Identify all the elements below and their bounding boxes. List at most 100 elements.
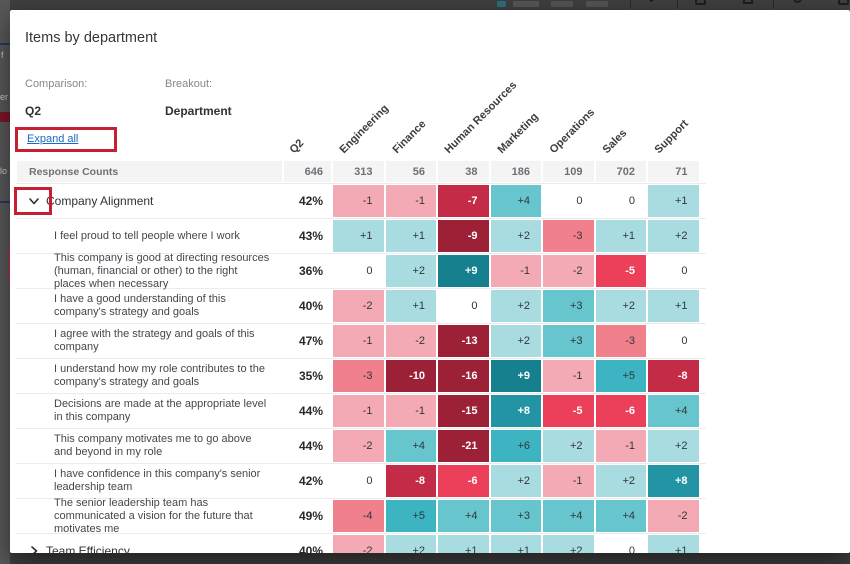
heatmap-cell-sales: +5 <box>595 360 646 392</box>
background-text-fragment: f <box>1 50 4 60</box>
window-icon <box>838 0 849 5</box>
background-divider <box>0 43 10 45</box>
table-row-i-feel-proud-to-tell-people-where-i-work: I feel proud to tell people where I work… <box>16 219 706 254</box>
row-label: Team Efficiency <box>46 544 130 553</box>
user-icon <box>793 0 802 3</box>
heatmap-table: Response Counts 646 313 56 38 186 109 702 71 Comp… <box>16 160 706 553</box>
response-count-sales: 702 <box>595 161 646 182</box>
annotation-box-expand-all <box>15 127 117 152</box>
row-label: This company motivates me to go above an… <box>54 433 252 458</box>
heatmap-cell-operations: -2 <box>543 255 594 287</box>
heatmap-cell-marketing: +2 <box>490 325 541 357</box>
heatmap-cell-finance: +2 <box>385 255 436 287</box>
comparison-label: Comparison: <box>25 78 88 90</box>
row-label: I have a good understanding of this comp… <box>54 293 226 318</box>
q2-score: 44% <box>298 404 323 418</box>
heatmap-cell-engineering: 0 <box>333 255 384 287</box>
row-label: I have confidence in this company's seni… <box>54 468 261 493</box>
heatmap-cell-finance: +1 <box>385 290 436 322</box>
table-row-i-have-confidence-in-this-company-s-senior-leadership-team: I have confidence in this company's seni… <box>16 464 706 499</box>
heatmap-cell-operations: +3 <box>543 325 594 357</box>
background-page-left-edge: f er lo <box>0 0 10 564</box>
heatmap-cell-human-resources: -16 <box>438 360 489 392</box>
heatmap-cell-sales: +2 <box>595 290 646 322</box>
background-toolbar-fragment <box>551 1 573 7</box>
q2-score: 44% <box>298 439 323 453</box>
heatmap-cell-sales: 0 <box>595 185 646 217</box>
heatmap-cell-finance: -2 <box>385 325 436 357</box>
response-count-operations: 109 <box>543 161 594 182</box>
heatmap-cell-sales: -1 <box>595 430 646 462</box>
row-label: Decisions are made at the appropriate le… <box>54 398 267 423</box>
response-count-finance: 56 <box>385 161 436 182</box>
background-toolbar-fragment <box>513 1 539 7</box>
heatmap-cell-support: +1 <box>648 290 699 322</box>
table-row-team-efficiency: Team Efficiency 40% -2 +2 +1 +1 +2 0 +1 <box>16 534 706 553</box>
heatmap-cell-operations: -1 <box>543 360 594 392</box>
heatmap-cell-marketing: +2 <box>490 220 541 252</box>
heatmap-cell-operations: -3 <box>543 220 594 252</box>
heatmap-cell-operations: -1 <box>543 465 594 497</box>
heatmap-cell-sales: +1 <box>595 220 646 252</box>
heatmap-cell-finance: +1 <box>385 220 436 252</box>
annotation-box-expand-chevron <box>14 187 52 215</box>
table-row-decisions-are-made-at-the-appropriate-level-in-this-company: Decisions are made at the appropriate le… <box>16 394 706 429</box>
heatmap-cell-human-resources: -21 <box>438 430 489 462</box>
heatmap-cell-marketing: +4 <box>490 185 541 217</box>
heatmap-cell-support: 0 <box>648 255 699 287</box>
heatmap-cell-operations: +3 <box>543 290 594 322</box>
breakout-label: Breakout: <box>165 78 213 90</box>
heatmap-cell-operations: +4 <box>543 500 594 532</box>
column-header-finance: Finance <box>390 118 429 156</box>
heatmap-cell-human-resources: +4 <box>438 500 489 532</box>
table-row-this-company-motivates-me-to-go-above-and-beyond-in-my-role: This company motivates me to go above an… <box>16 429 706 464</box>
heatmap-cell-operations: +2 <box>543 535 594 553</box>
q2-score: 43% <box>298 229 323 243</box>
heatmap-cell-finance: +5 <box>385 500 436 532</box>
expand-all-link[interactable]: Expand all <box>27 133 79 145</box>
column-header-sales: Sales <box>600 127 630 156</box>
row-label: I feel proud to tell people where I work <box>54 229 240 242</box>
heatmap-cell-human-resources: -6 <box>438 465 489 497</box>
expand-chevron-right-icon[interactable] <box>22 545 46 553</box>
background-toolbar-fragment <box>586 1 608 7</box>
q2-score: 40% <box>298 544 323 553</box>
q2-score: 47% <box>298 334 323 348</box>
table-row-the-senior-leadership-team-has-communicated-a-vision-for-the-future-that-motivates-me: The senior leadership team has communica… <box>16 497 706 535</box>
heatmap-cell-finance: -10 <box>385 360 436 392</box>
heatmap-cell-finance: +2 <box>385 535 436 553</box>
response-count-marketing: 186 <box>490 161 541 182</box>
table-row-company-alignment: Company Alignment 42% -1 -1 -7 +4 0 0 +1 <box>16 184 706 219</box>
heatmap-cell-engineering: -2 <box>333 290 384 322</box>
heatmap-cell-support: +1 <box>648 535 699 553</box>
q2-score: 40% <box>298 299 323 313</box>
background-red-bar <box>0 112 10 122</box>
heatmap-cell-engineering: 0 <box>333 465 384 497</box>
background-divider <box>0 201 10 203</box>
heatmap-cell-finance: -1 <box>385 395 436 427</box>
response-count-human-resources: 38 <box>438 161 489 182</box>
notification-icon <box>743 0 753 4</box>
heatmap-cell-marketing: +6 <box>490 430 541 462</box>
row-label: I agree with the strategy and goals of t… <box>54 328 255 353</box>
heatmap-cell-support: +2 <box>648 220 699 252</box>
column-header-marketing: Marketing <box>495 110 541 156</box>
column-header-q2: Q2 <box>287 137 306 156</box>
column-header-human-resources: Human Resources <box>442 79 520 156</box>
heatmap-cell-operations: 0 <box>543 185 594 217</box>
heatmap-cell-operations: -5 <box>543 395 594 427</box>
heatmap-cell-human-resources: -15 <box>438 395 489 427</box>
heatmap-cell-sales: 0 <box>595 535 646 553</box>
column-header-operations: Operations <box>547 106 598 156</box>
heatmap-cell-sales: +2 <box>595 465 646 497</box>
collapse-chevron-down-icon[interactable] <box>22 195 46 207</box>
heatmap-cell-finance: -1 <box>385 185 436 217</box>
heatmap-cell-support: +8 <box>648 465 699 497</box>
heatmap-cell-marketing: +1 <box>490 535 541 553</box>
heatmap-cell-human-resources: 0 <box>438 290 489 322</box>
breakout-value: Department <box>165 104 232 118</box>
table-row-i-understand-how-my-role-contributes-to-the-company-s-strategy-and-goals: I understand how my role contributes to … <box>16 359 706 394</box>
table-row-this-company-is-good-at-directing-resources-human-financial-or-other-to-the-right-places-when-necessary: This company is good at directing resour… <box>16 252 706 290</box>
response-count-support: 71 <box>648 161 699 182</box>
comparison-value: Q2 <box>25 104 42 118</box>
